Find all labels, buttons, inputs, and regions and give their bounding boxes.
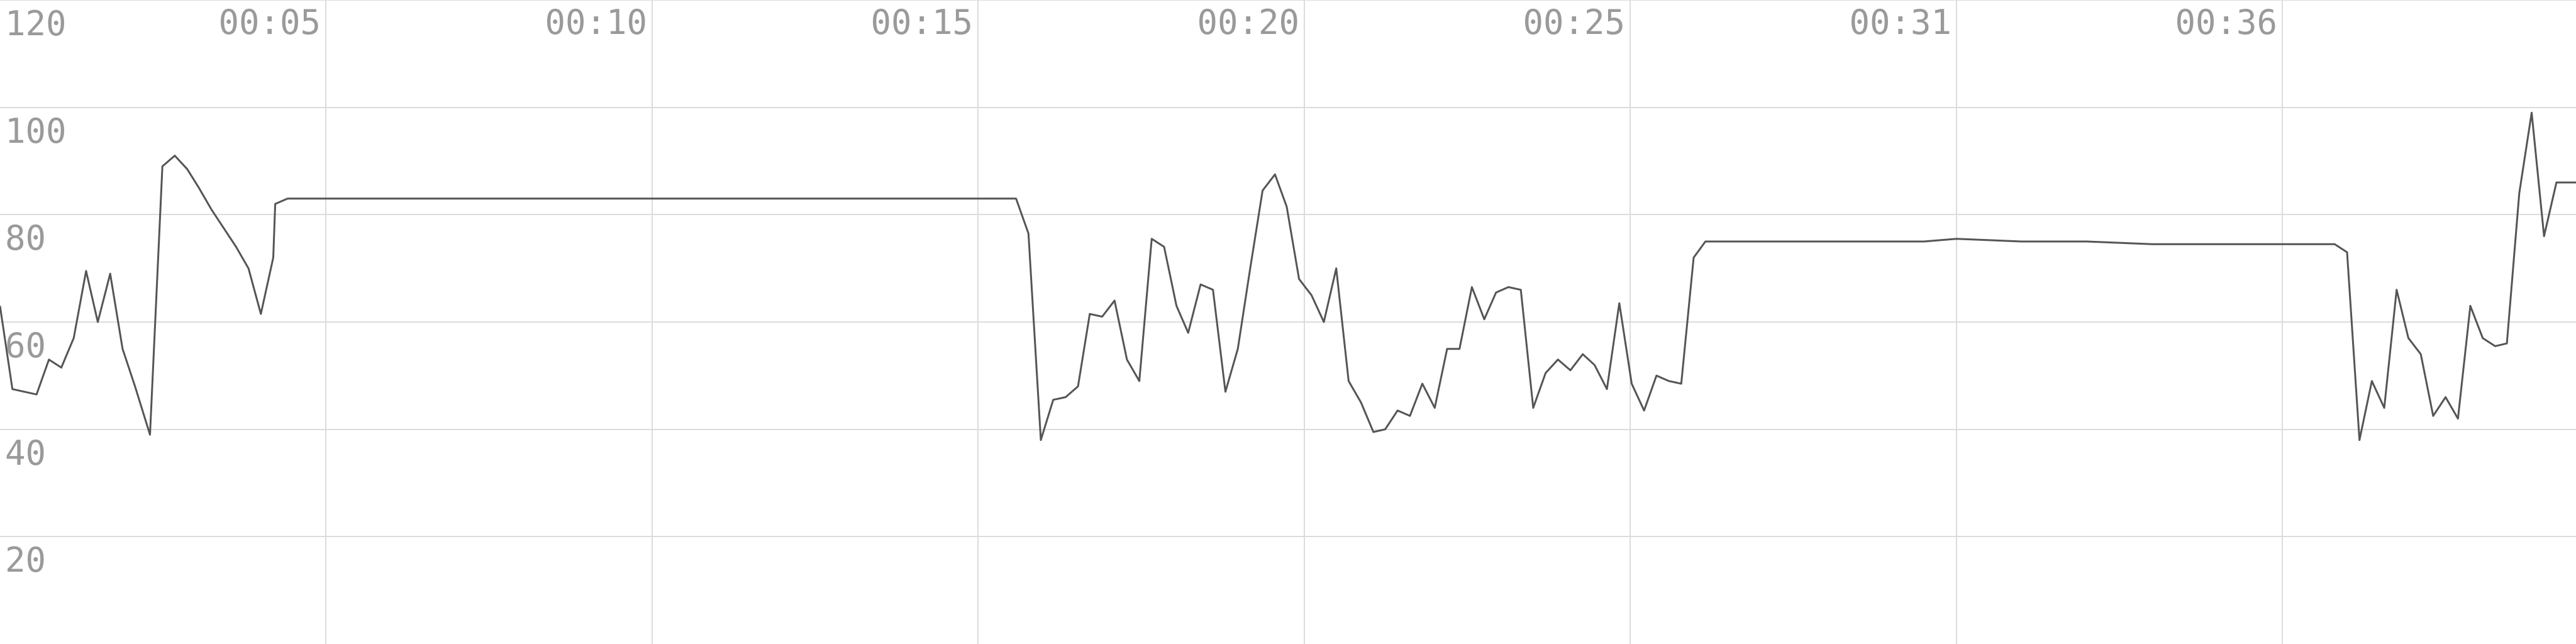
x-axis-tick-labels: 00:05 00:10 00:15 00:20 00:25 00:31 00:36 — [218, 3, 2277, 42]
x-tick-label-6: 00:36 — [2175, 3, 2277, 42]
y-tick-label-80: 80 — [5, 218, 46, 258]
y-axis-tick-labels: 120 100 80 60 40 20 — [5, 4, 67, 580]
x-tick-label-1: 00:10 — [545, 3, 647, 42]
y-tick-label-60: 60 — [5, 326, 46, 365]
y-tick-label-40: 40 — [5, 433, 46, 473]
series-line — [0, 111, 2576, 441]
x-tick-label-3: 00:20 — [1197, 3, 1299, 42]
vertical-gridlines — [325, 0, 2283, 644]
y-tick-label-20: 20 — [5, 540, 46, 580]
x-tick-label-2: 00:15 — [870, 3, 973, 42]
horizontal-gridlines — [0, 0, 2576, 537]
x-tick-label-0: 00:05 — [218, 3, 321, 42]
y-tick-label-120: 120 — [5, 4, 67, 43]
y-tick-label-100: 100 — [5, 111, 67, 151]
x-tick-label-4: 00:25 — [1523, 3, 1625, 42]
x-tick-label-5: 00:31 — [1849, 3, 1951, 42]
